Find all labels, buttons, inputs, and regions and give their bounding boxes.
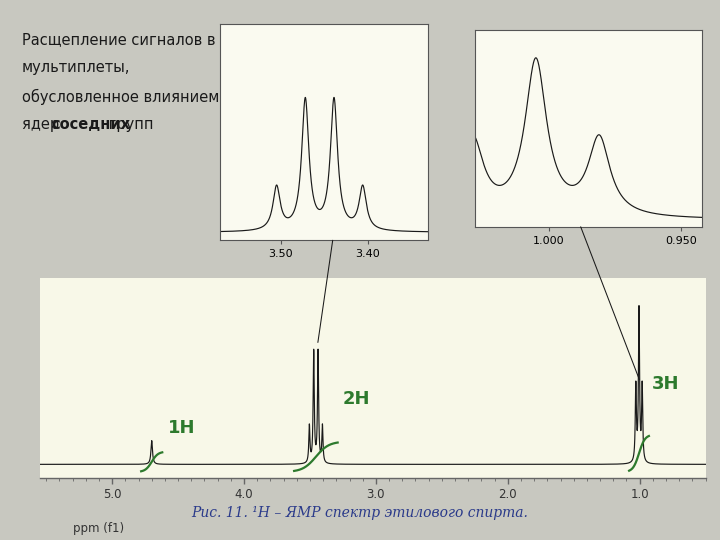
Text: групп: групп [104,117,153,132]
Text: 1H: 1H [168,419,196,437]
Text: 2H: 2H [343,390,370,408]
Text: Расщепление сигналов в: Расщепление сигналов в [22,32,215,48]
Text: Рис. 11. ¹H – ЯМР спектр этилового спирта.: Рис. 11. ¹H – ЯМР спектр этилового спирт… [192,505,528,519]
Text: 3H: 3H [652,375,680,393]
Text: обусловленное влиянием: обусловленное влиянием [22,89,219,105]
Text: мультиплеты,: мультиплеты, [22,60,130,76]
Text: соседних: соседних [52,117,131,132]
Text: ядер: ядер [22,117,63,132]
Text: ppm (f1): ppm (f1) [73,522,124,535]
